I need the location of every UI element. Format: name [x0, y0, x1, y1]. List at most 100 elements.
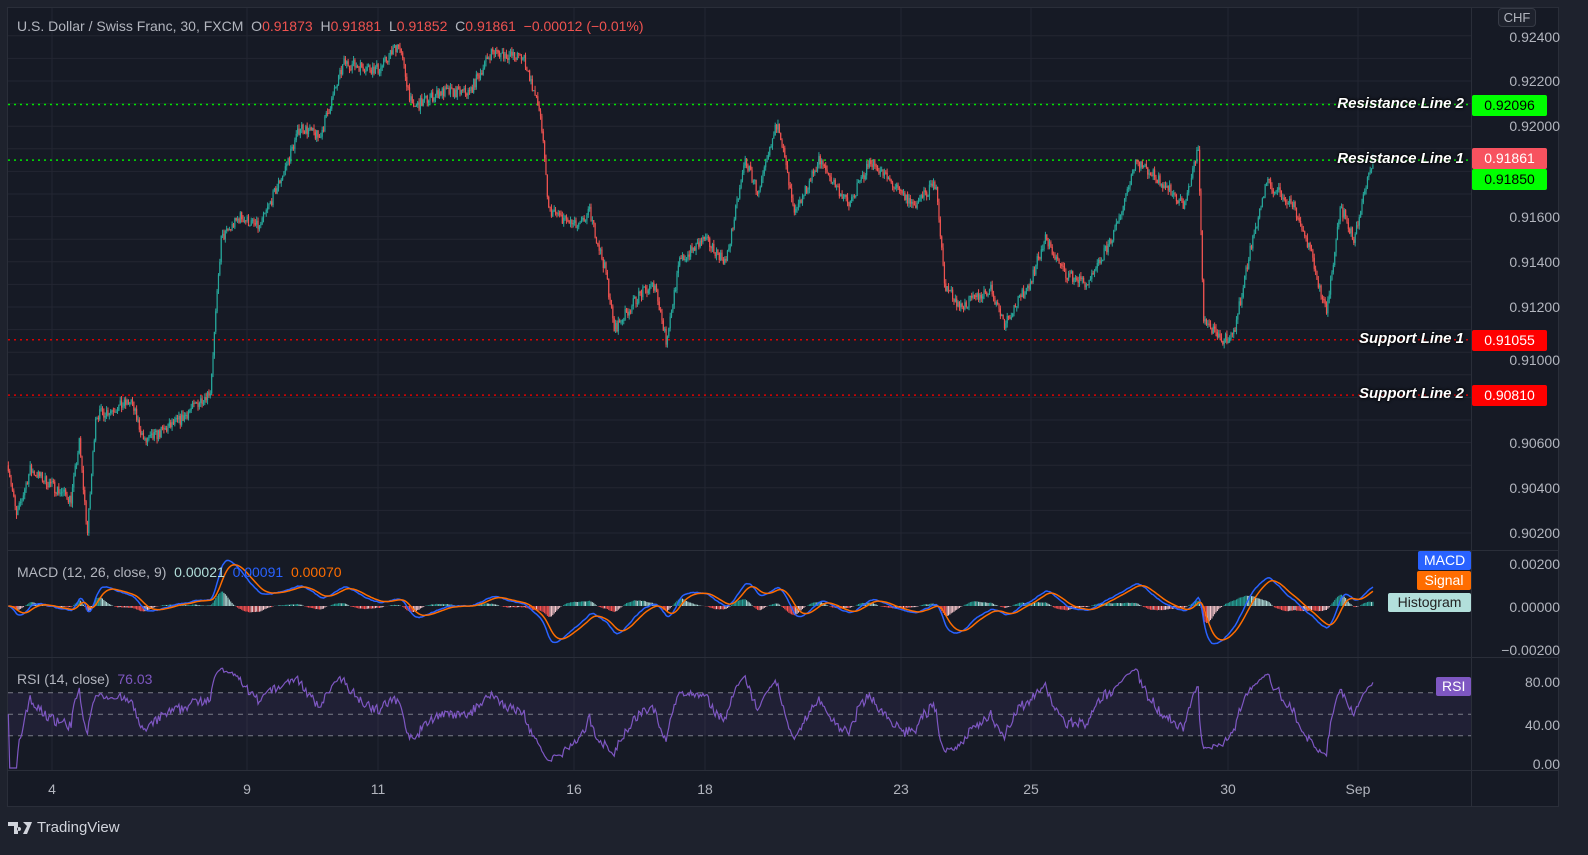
- candle-body: [721, 252, 723, 260]
- candle-body: [1134, 160, 1137, 170]
- candle-body: [928, 184, 931, 196]
- candle-body: [1295, 207, 1298, 218]
- macd-value: 0.00091: [232, 564, 284, 580]
- chart-frame: [7, 7, 1559, 807]
- candle-body: [238, 219, 240, 223]
- candle-body: [579, 222, 581, 224]
- candle-body: [890, 180, 892, 183]
- candle-body: [399, 46, 401, 49]
- candle-body: [717, 249, 719, 254]
- candle-body: [825, 165, 827, 170]
- candle-body: [1039, 258, 1041, 260]
- candle-body: [1334, 252, 1336, 266]
- candle-body: [643, 286, 645, 288]
- candle-body: [1331, 272, 1333, 280]
- candle-body: [1197, 149, 1199, 151]
- candle-body: [291, 146, 293, 149]
- candle-body: [979, 294, 981, 300]
- candle-body: [1244, 275, 1246, 288]
- candle-body: [771, 138, 774, 146]
- candle-body: [1246, 267, 1248, 269]
- hline-price-tag: 0.90810: [1472, 385, 1547, 407]
- candle-body: [711, 243, 714, 249]
- candle-body: [834, 179, 836, 188]
- candle-body: [616, 323, 618, 332]
- macd-axis-label: −0.00200: [1501, 642, 1560, 658]
- candle-body: [22, 495, 24, 500]
- candle-body: [550, 207, 553, 217]
- hline-price-tag: 0.91055: [1472, 329, 1547, 351]
- candle-body: [1269, 179, 1272, 186]
- hline-label[interactable]: Support Line 1: [1359, 329, 1464, 347]
- candle-body: [1083, 277, 1085, 283]
- candle-body: [65, 489, 67, 495]
- candle-body: [1268, 178, 1270, 180]
- candle-body: [627, 311, 629, 316]
- candle-body: [122, 406, 124, 408]
- candle-body: [504, 53, 506, 59]
- candle-body: [404, 65, 407, 77]
- candle-body: [474, 79, 476, 88]
- candle-body: [310, 127, 312, 131]
- candle-body: [1074, 277, 1077, 279]
- candle-body: [194, 402, 196, 404]
- candle-body: [1098, 259, 1100, 263]
- tradingview-logo[interactable]: TradingView: [8, 819, 120, 836]
- candle-body: [14, 496, 16, 507]
- candle-body: [15, 506, 18, 516]
- candle-body: [144, 438, 146, 440]
- candle-body: [152, 433, 154, 439]
- candle-body: [1200, 191, 1202, 231]
- candle-body: [640, 293, 643, 298]
- candle-body: [1286, 202, 1288, 205]
- candle-body: [198, 402, 200, 407]
- candle-body: [388, 54, 390, 63]
- candle-body: [280, 179, 282, 184]
- candle-body: [261, 218, 263, 225]
- candle-body: [89, 494, 91, 509]
- candle-body: [313, 127, 315, 133]
- candle-body: [1253, 233, 1255, 236]
- candle-body: [125, 399, 127, 405]
- candle-body: [1317, 279, 1319, 288]
- candle-body: [97, 417, 99, 420]
- candle-body: [483, 61, 486, 69]
- candle-body: [894, 187, 896, 189]
- currency-button[interactable]: CHF: [1498, 8, 1536, 27]
- candle-body: [1338, 221, 1340, 227]
- candle-body: [964, 302, 966, 310]
- candle-body: [567, 219, 569, 221]
- candle-body: [163, 428, 165, 430]
- candle-body: [938, 201, 940, 220]
- candle-body: [748, 165, 750, 171]
- candle-body: [268, 203, 270, 207]
- candle-body: [859, 180, 861, 182]
- candle-body: [264, 212, 266, 214]
- candle-body: [1189, 186, 1191, 188]
- candle-body: [1223, 338, 1225, 345]
- candle-body: [112, 410, 115, 412]
- hline-label[interactable]: Resistance Line 2: [1337, 94, 1464, 112]
- candle-body: [690, 246, 692, 257]
- candle-body: [935, 187, 937, 189]
- candle-body: [906, 194, 909, 204]
- candle-body: [175, 417, 177, 420]
- candle-body: [1280, 192, 1283, 199]
- hline-label[interactable]: Support Line 2: [1359, 385, 1464, 403]
- candle-body: [1220, 337, 1223, 342]
- candle-body: [754, 180, 756, 182]
- candle-body: [715, 249, 718, 257]
- hline-label[interactable]: Resistance Line 1: [1337, 150, 1464, 168]
- candle-body: [879, 170, 881, 174]
- candle-body: [508, 54, 510, 60]
- candle-body: [20, 502, 22, 504]
- candle-body: [1212, 326, 1214, 334]
- candle-body: [882, 169, 884, 176]
- candle-body: [418, 102, 420, 110]
- candle-body: [67, 499, 69, 503]
- candle-body: [90, 473, 93, 495]
- macd-signal-value: 0.00070: [290, 564, 342, 580]
- candle-body: [1087, 284, 1089, 286]
- candle-body: [917, 201, 920, 203]
